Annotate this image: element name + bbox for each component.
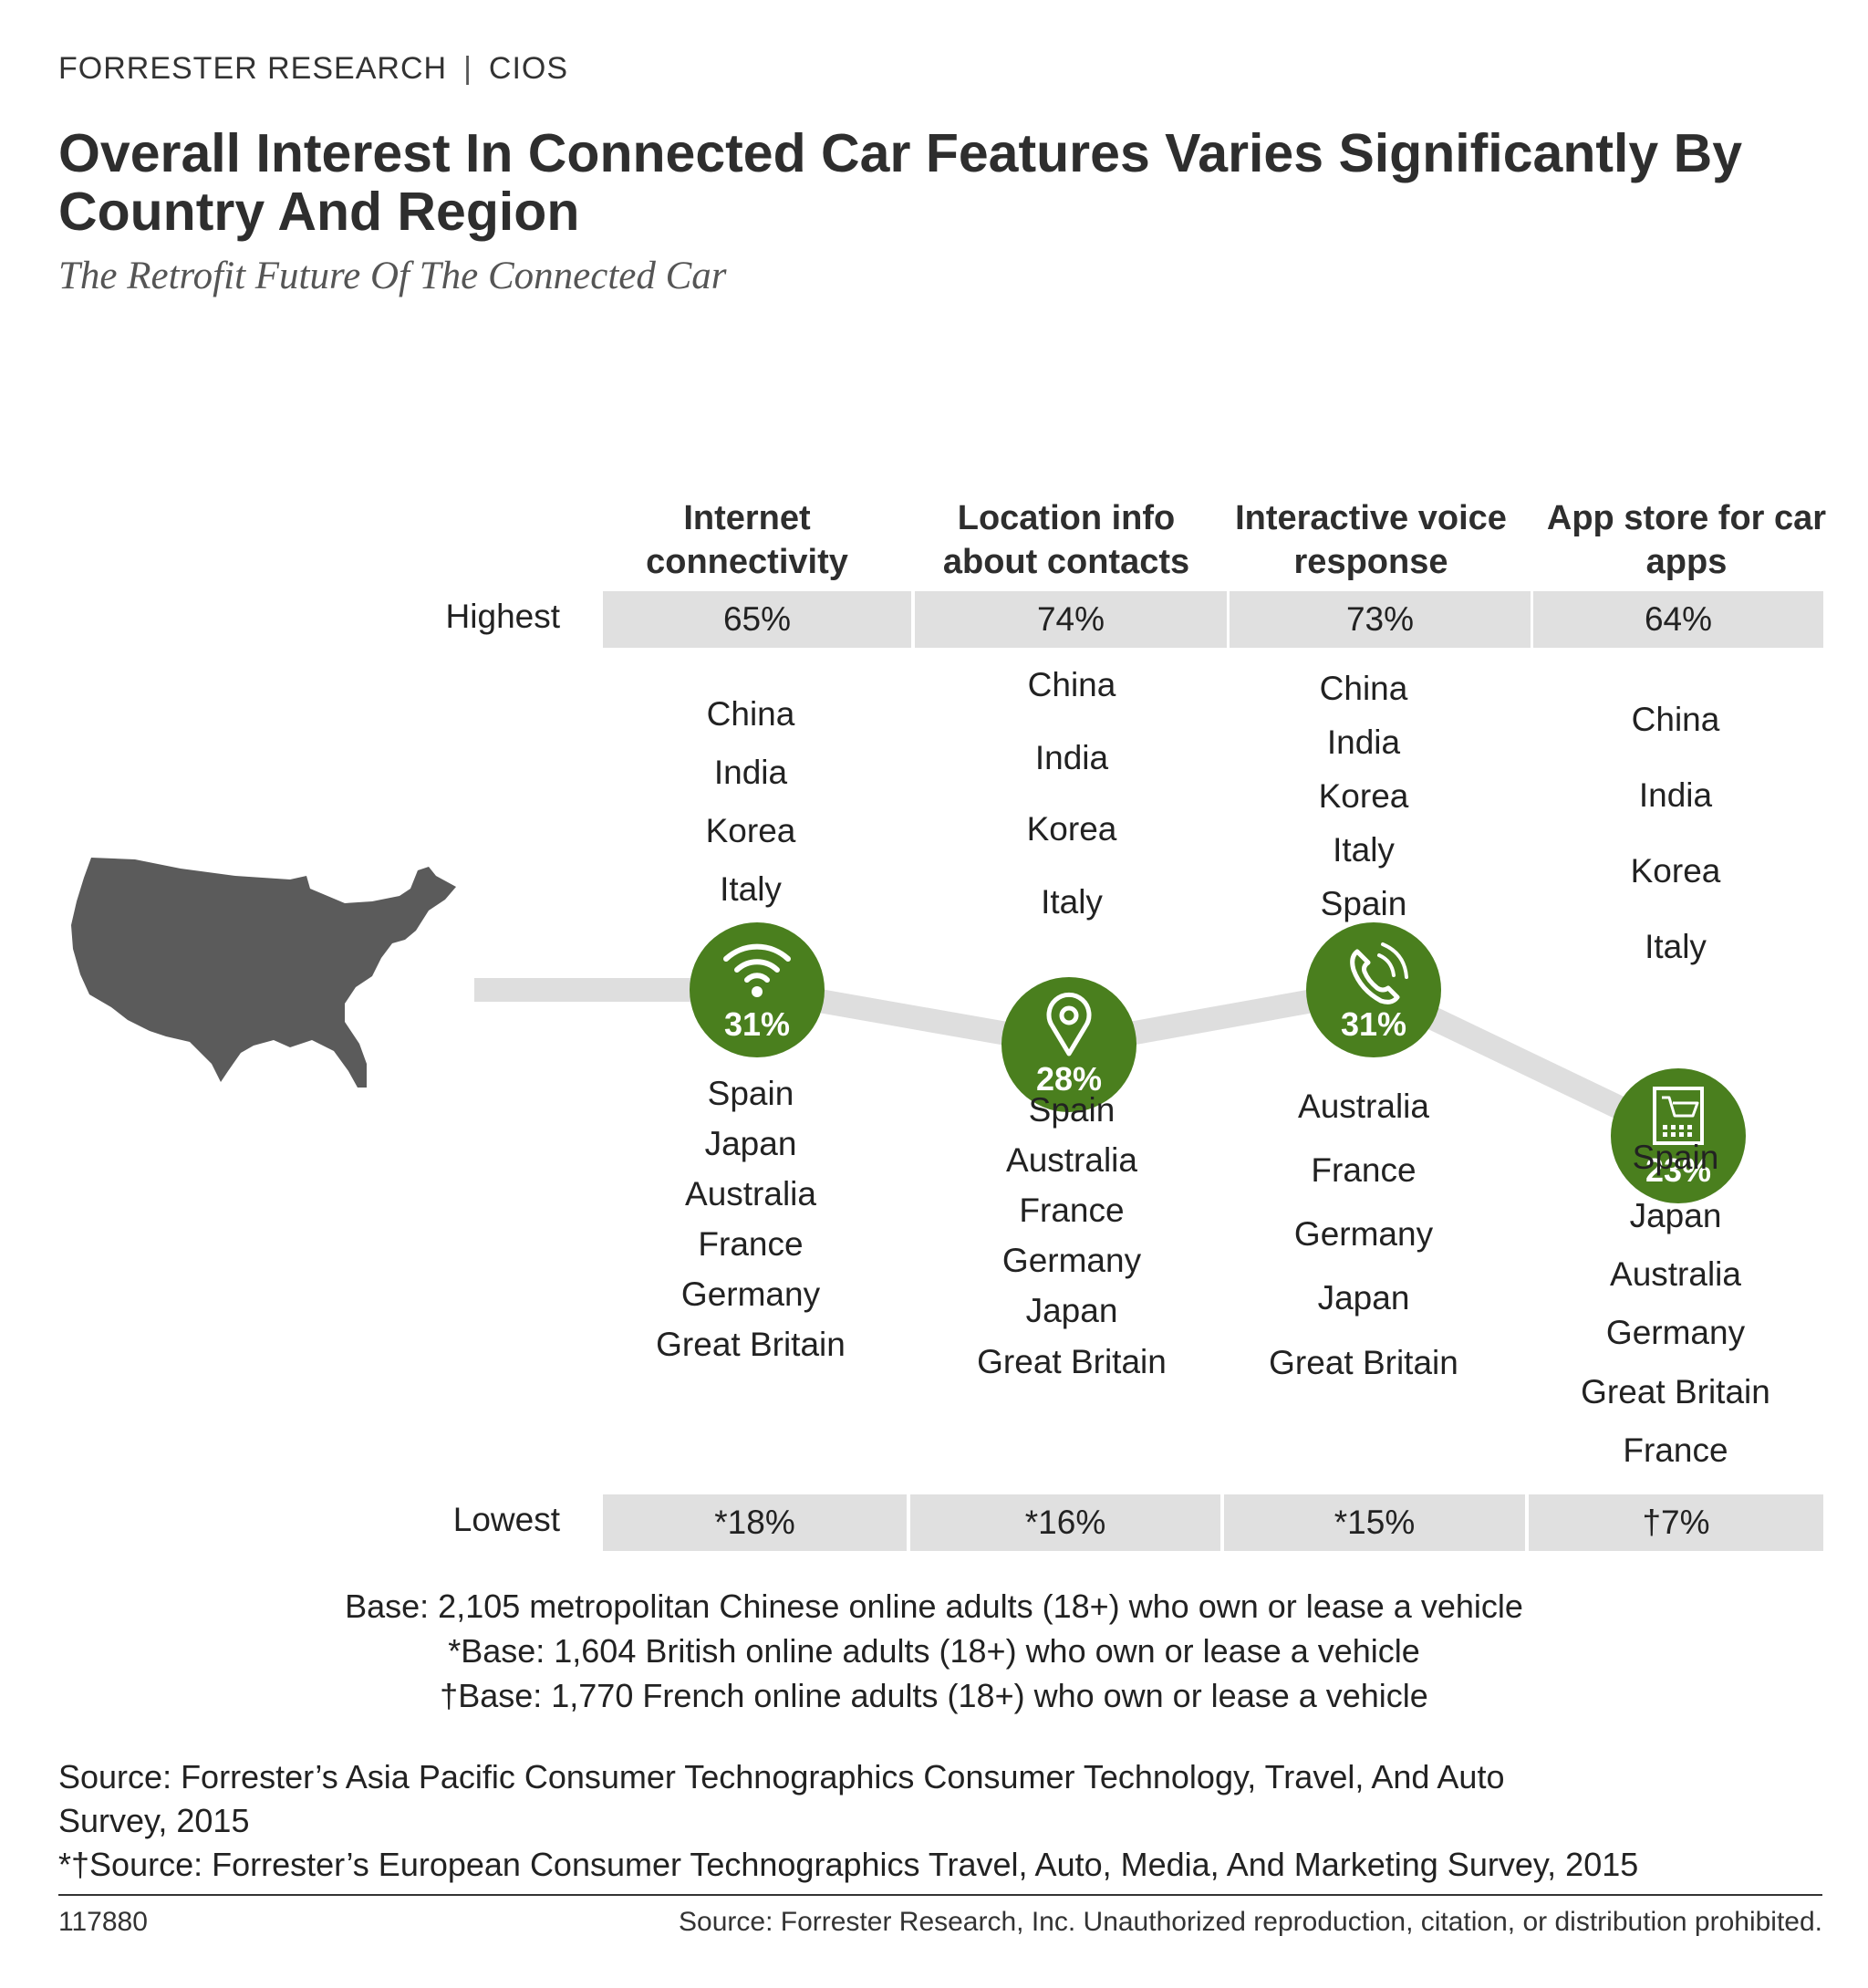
country-above-appstore: Italy bbox=[1645, 928, 1707, 965]
country-below-voice: Great Britain bbox=[1269, 1344, 1458, 1381]
us-value-marker: 28% bbox=[1001, 977, 1136, 1112]
country-below-voice: Japan bbox=[1317, 1279, 1410, 1317]
country-above-appstore: China bbox=[1631, 701, 1720, 738]
country-below-appstore: Australia bbox=[1610, 1255, 1741, 1293]
lowest-value-location: *16% bbox=[910, 1494, 1220, 1551]
country-below-voice: Germany bbox=[1293, 1215, 1434, 1253]
country-below-location: Spain bbox=[1028, 1091, 1116, 1129]
country-above-location: Italy bbox=[1041, 883, 1103, 921]
country-above-location: China bbox=[1027, 666, 1116, 703]
source-note-asia: Source: Forrester’s Asia Pacific Consume… bbox=[58, 1758, 1505, 1839]
location-pin-icon bbox=[1046, 992, 1092, 1056]
country-below-appstore: Germany bbox=[1605, 1314, 1746, 1351]
country-below-location: Japan bbox=[1025, 1292, 1118, 1329]
country-below-voice: France bbox=[1311, 1151, 1417, 1189]
wifi-icon bbox=[723, 943, 791, 997]
country-above-appstore: India bbox=[1638, 776, 1713, 814]
brand-line: FORRESTER RESEARCH | CIOS bbox=[58, 51, 568, 87]
country-below-internet: Great Britain bbox=[656, 1326, 846, 1363]
us-value-marker: 31% bbox=[1306, 922, 1441, 1057]
country-below-internet: Spain bbox=[707, 1075, 794, 1112]
country-below-internet: Australia bbox=[685, 1175, 816, 1213]
country-above-internet: Italy bbox=[720, 870, 782, 908]
country-above-voice: India bbox=[1326, 723, 1401, 761]
lowest-value-voice: *15% bbox=[1224, 1494, 1525, 1551]
us-value-label: 23% bbox=[1645, 1151, 1711, 1189]
highest-value-location: 74% bbox=[915, 591, 1227, 648]
country-below-appstore: Japan bbox=[1629, 1197, 1722, 1234]
country-above-voice: Spain bbox=[1320, 885, 1407, 922]
footer-divider bbox=[58, 1894, 1822, 1896]
highest-value-internet: 65% bbox=[603, 591, 911, 648]
country-below-location: Great Britain bbox=[977, 1343, 1167, 1380]
chart-subtitle: The Retrofit Future Of The Connected Car bbox=[58, 255, 727, 297]
country-above-internet: China bbox=[706, 695, 795, 733]
us-value-label: 31% bbox=[724, 1005, 790, 1043]
country-below-appstore: Great Britain bbox=[1581, 1373, 1770, 1410]
country-above-appstore: Korea bbox=[1630, 852, 1721, 890]
country-above-internet: India bbox=[713, 754, 788, 791]
brand-separator: | bbox=[463, 51, 472, 86]
country-below-internet: France bbox=[698, 1225, 804, 1263]
country-above-location: Korea bbox=[1026, 810, 1117, 848]
country-above-internet: Korea bbox=[705, 812, 796, 849]
brand-section: CIOS bbox=[488, 51, 569, 86]
country-below-voice: Australia bbox=[1298, 1088, 1429, 1125]
base-footnote: Base: 2,105 metropolitan Chinese online … bbox=[345, 1587, 1523, 1625]
country-above-location: India bbox=[1034, 739, 1109, 776]
column-header-voice: Interactive voice response bbox=[1235, 499, 1507, 581]
country-below-location: Germany bbox=[1001, 1242, 1142, 1279]
lowest-value-appstore: †7% bbox=[1529, 1494, 1823, 1551]
column-header-internet: Internet connectivity bbox=[646, 499, 848, 581]
lowest-value-internet: *18% bbox=[603, 1494, 907, 1551]
country-below-appstore: France bbox=[1623, 1431, 1728, 1469]
country-above-voice: China bbox=[1319, 670, 1408, 707]
country-above-voice: Italy bbox=[1333, 831, 1395, 869]
base-footnote-british: *Base: 1,604 British online adults (18+)… bbox=[448, 1632, 1420, 1670]
lowest-row-label: Lowest bbox=[452, 1501, 560, 1538]
rights-notice: Source: Forrester Research, Inc. Unautho… bbox=[679, 1907, 1822, 1937]
phone-icon bbox=[1350, 942, 1408, 1004]
us-value-marker: 23% bbox=[1611, 1068, 1746, 1203]
highest-value-voice: 73% bbox=[1230, 591, 1531, 648]
document-id: 117880 bbox=[58, 1907, 148, 1937]
us-value-label: 31% bbox=[1341, 1005, 1406, 1043]
country-below-internet: Germany bbox=[680, 1275, 821, 1313]
country-above-voice: Korea bbox=[1318, 777, 1409, 815]
base-footnote-french: †Base: 1,770 French online adults (18+) … bbox=[440, 1677, 1428, 1714]
source-note-europe: *†Source: Forrester’s European Consumer … bbox=[58, 1846, 1639, 1883]
country-below-appstore: Spain bbox=[1632, 1139, 1719, 1176]
us-value-label: 28% bbox=[1036, 1060, 1102, 1098]
brand-name: FORRESTER RESEARCH bbox=[58, 51, 448, 86]
chart-title: Overall Interest In Connected Car Featur… bbox=[58, 123, 1743, 242]
us-map-icon bbox=[71, 858, 456, 1088]
shopping-cart-icon bbox=[1653, 1087, 1704, 1145]
country-below-location: Australia bbox=[1006, 1141, 1137, 1179]
highest-row-label: Highest bbox=[445, 598, 560, 635]
column-header-appstore: App store for car apps bbox=[1546, 499, 1827, 581]
us-value-marker: 31% bbox=[690, 922, 825, 1057]
country-below-internet: Japan bbox=[704, 1125, 797, 1162]
highest-value-appstore: 64% bbox=[1533, 591, 1823, 648]
country-below-location: France bbox=[1019, 1192, 1125, 1229]
column-header-location: Location info about contacts bbox=[942, 499, 1190, 581]
